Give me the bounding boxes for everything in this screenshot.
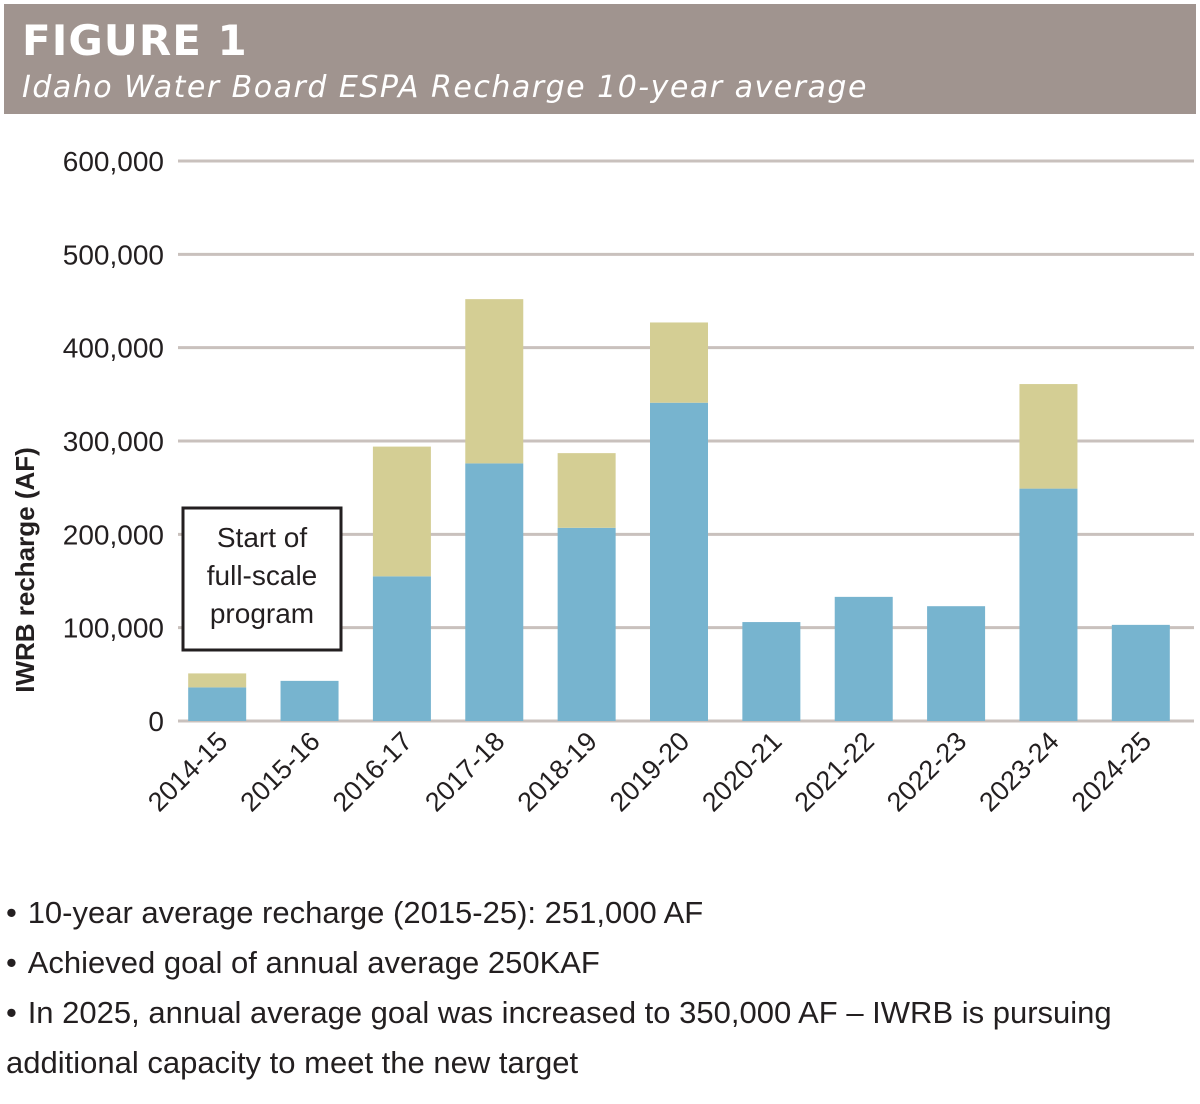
note-text: In 2025, annual average goal was increas… <box>6 995 1112 1080</box>
annotation-box <box>181 506 343 652</box>
note-text: 10-year average recharge (2015-25): 251,… <box>27 895 704 930</box>
y-tick-label: 0 <box>148 706 164 737</box>
bar-segment-upper <box>465 299 524 464</box>
annotation-line: program <box>210 598 314 629</box>
bar-segment-upper <box>188 673 247 688</box>
figure-header: FIGURE 1 Idaho Water Board ESPA Recharge… <box>4 4 1196 114</box>
y-tick-label: 400,000 <box>63 333 164 364</box>
annotation-text: Start of full-scale program <box>207 522 317 629</box>
x-tick-label: 2017-18 <box>419 726 510 817</box>
bar-segment-lower <box>557 527 616 721</box>
x-tick-label: 2022-23 <box>881 726 972 817</box>
y-tick-label: 100,000 <box>63 613 164 644</box>
bar-segment-upper <box>650 322 708 403</box>
bar-segment-lower <box>834 596 893 721</box>
bar-segment-lower <box>1111 624 1170 721</box>
bullet-icon: • <box>6 895 17 930</box>
annotation-line: Start of <box>217 522 307 553</box>
y-axis-ticks: 0 100,000 200,000 300,000 400,000 500,000 600,… <box>63 146 164 737</box>
note-item: • 10-year average recharge (2015-25): 251… <box>6 888 1176 938</box>
x-tick-label: 2024-25 <box>1066 726 1157 817</box>
x-tick-label: 2015-16 <box>235 726 326 817</box>
bar-segment-lower <box>188 687 247 721</box>
bars <box>188 299 1170 721</box>
y-tick-label: 200,000 <box>63 519 164 550</box>
bar-segment-lower <box>280 680 339 721</box>
x-tick-label: 2023-24 <box>973 726 1064 817</box>
bar-segment-upper <box>1019 384 1078 489</box>
x-tick-label: 2016-17 <box>327 726 418 817</box>
bar-segment-lower <box>650 402 708 721</box>
x-tick-label: 2019-20 <box>604 726 695 817</box>
bar-segment-lower <box>927 606 986 721</box>
note-item: • In 2025, annual average goal was increa… <box>6 988 1176 1088</box>
x-tick-label: 2020-21 <box>696 726 787 817</box>
recharge-bar-chart: 0 100,000 200,000 300,000 400,000 500,000 600,… <box>10 146 1194 817</box>
y-tick-label: 500,000 <box>63 239 164 270</box>
bullet-icon: • <box>6 995 17 1030</box>
x-tick-label: 2014-15 <box>142 726 233 817</box>
figure-label: FIGURE 1 <box>22 16 248 65</box>
bar-segment-lower <box>465 463 524 721</box>
bar-segment-lower <box>372 576 431 721</box>
bullet-icon: • <box>6 945 17 980</box>
x-axis-ticks: 2014-15 2015-16 2016-17 2017-18 2018-19 2019-… <box>142 726 1157 817</box>
program-start-annotation: Start of full-scale program <box>181 506 343 652</box>
bar-segment-upper <box>372 446 431 577</box>
bar-segment-upper <box>557 453 616 528</box>
y-axis-label: IWRB recharge (AF) <box>10 447 40 693</box>
y-tick-label: 300,000 <box>63 426 164 457</box>
figure-subtitle: Idaho Water Board ESPA Recharge 10-year … <box>22 70 868 105</box>
bar-segment-lower <box>1019 488 1078 721</box>
y-tick-label: 600,000 <box>63 146 164 177</box>
x-tick-label: 2021-22 <box>789 726 880 817</box>
note-text: Achieved goal of annual average 250KAF <box>27 945 600 980</box>
note-item: • Achieved goal of annual average 250KAF <box>6 938 1176 988</box>
annotation-line: full-scale <box>207 560 317 591</box>
bar-segment-lower <box>742 622 801 721</box>
x-tick-label: 2018-19 <box>512 726 603 817</box>
notes-list: • 10-year average recharge (2015-25): 251… <box>6 888 1176 1088</box>
